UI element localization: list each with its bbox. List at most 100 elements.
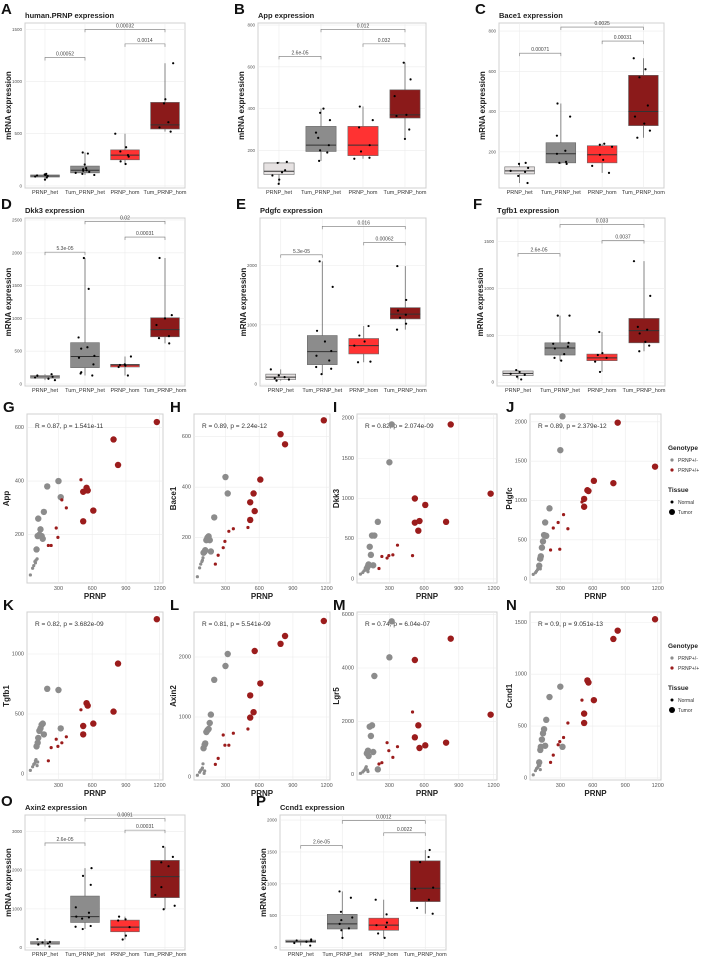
point-prnp-hom — [153, 616, 161, 623]
data-point — [275, 379, 278, 382]
point-prnp-het — [546, 693, 553, 701]
y-tick-label: 0 — [524, 577, 527, 583]
y-axis-label: mRNA expression — [4, 848, 13, 917]
point-prnp-hom — [411, 734, 419, 741]
data-point — [598, 153, 602, 156]
x-tick-label: 600 — [255, 586, 264, 592]
data-point — [277, 374, 280, 377]
data-point — [603, 142, 606, 145]
data-point — [36, 374, 39, 377]
point-prnp-hom — [231, 527, 235, 531]
correlation-annotation: R = 0.89, p = 2.379e-12 — [538, 423, 607, 430]
y-tick-label: 2000 — [179, 655, 191, 661]
significance-bracket — [517, 253, 561, 257]
data-point — [375, 924, 378, 927]
p-value-label: 0.0037 — [615, 235, 631, 241]
y-axis-label: Axin2 — [169, 685, 178, 707]
point-prnp-hom — [246, 727, 250, 731]
data-point — [129, 355, 133, 358]
y-tick-label: 2000 — [342, 416, 354, 422]
y-tick-label: 400 — [247, 106, 255, 111]
x-tick-label: 1200 — [652, 783, 664, 789]
data-point — [318, 260, 321, 263]
x-tick-label: PRNP_hom — [110, 190, 139, 196]
data-point — [404, 313, 407, 316]
y-tick-label: 600 — [15, 425, 24, 431]
data-point — [403, 137, 407, 141]
point-prnp-het — [35, 557, 39, 561]
data-point — [319, 149, 322, 152]
point-prnp-hom — [213, 762, 217, 767]
x-tick-label: PRNP_het — [288, 952, 314, 958]
box-prnp-hom — [368, 917, 399, 931]
data-point — [328, 359, 331, 362]
significance-bracket — [280, 254, 323, 258]
panel-b: B 200 400 600 800 mRNA expression App expressi… — [234, 1, 427, 196]
y-tick-label: 1500 — [342, 456, 354, 462]
data-point — [555, 152, 559, 155]
x-tick-label: 300 — [221, 586, 230, 592]
x-tick-label: Tum_PRNP_hom — [384, 190, 427, 196]
point-prnp-hom — [610, 479, 617, 487]
point-prnp-hom — [385, 741, 389, 745]
data-point — [43, 178, 47, 181]
y-tick-label: 200 — [15, 532, 24, 538]
y-tick-label: 0 — [491, 380, 494, 385]
data-point — [46, 942, 50, 945]
point-prnp-hom — [380, 554, 384, 559]
point-prnp-hom — [246, 714, 254, 721]
point-prnp-hom — [153, 418, 161, 426]
y-tick-label: 500 — [269, 913, 277, 918]
data-point — [413, 887, 417, 890]
x-tick-label: Tum_PRNP_hom — [144, 190, 187, 196]
x-tick-label: PRNP_hom — [369, 952, 398, 958]
y-tick-label: 2000 — [12, 868, 23, 873]
point-prnp-hom — [585, 487, 592, 495]
point-prnp-het — [224, 490, 231, 497]
p-value-label: 0.0025 — [594, 21, 610, 27]
point-prnp-hom — [558, 547, 562, 551]
y-tick-label: 800 — [247, 23, 255, 28]
data-point — [649, 294, 652, 297]
y-axis-label: Tgfb1 — [2, 685, 11, 707]
x-tick-label: 300 — [385, 783, 394, 789]
x-tick-label: PRNP_het — [268, 388, 294, 394]
data-point — [164, 98, 167, 101]
point-prnp-het — [388, 421, 395, 428]
data-point — [50, 373, 53, 376]
point-prnp-het — [557, 446, 564, 454]
point-prnp-hom — [391, 755, 395, 759]
p-value-label: 2.6e-05 — [531, 248, 548, 254]
legend-title-tissue: Tissue — [668, 487, 689, 494]
point-prnp-hom — [257, 476, 264, 483]
significance-bracket — [363, 242, 406, 246]
point-prnp-hom — [84, 487, 91, 494]
data-point — [408, 128, 411, 131]
data-point — [75, 915, 78, 918]
y-tick-label: 1500 — [515, 459, 527, 465]
data-point — [154, 893, 157, 897]
point-prnp-hom — [590, 477, 598, 485]
y-tick-label: 0 — [21, 772, 24, 778]
y-tick-label: 500 — [345, 536, 354, 542]
data-point — [83, 163, 86, 166]
point-prnp-hom — [548, 548, 553, 552]
box-tum-prnp-hom — [389, 89, 421, 119]
data-point — [565, 162, 568, 165]
data-point — [326, 151, 329, 154]
y-tick-label: 400 — [488, 109, 496, 114]
x-tick-label: PRNP_hom — [349, 388, 378, 394]
x-tick-label: Tum_PRNP_het — [322, 952, 362, 958]
p-value-label: 0.032 — [378, 38, 391, 44]
point-prnp-hom — [223, 539, 227, 543]
data-point — [427, 898, 430, 901]
data-point — [638, 332, 641, 335]
point-prnp-hom — [415, 722, 422, 729]
point-prnp-hom — [221, 733, 225, 737]
data-point — [172, 62, 175, 65]
data-point — [305, 940, 308, 943]
data-point — [119, 160, 122, 163]
point-prnp-het — [37, 526, 44, 533]
data-point — [93, 173, 96, 177]
point-prnp-het — [31, 566, 35, 570]
